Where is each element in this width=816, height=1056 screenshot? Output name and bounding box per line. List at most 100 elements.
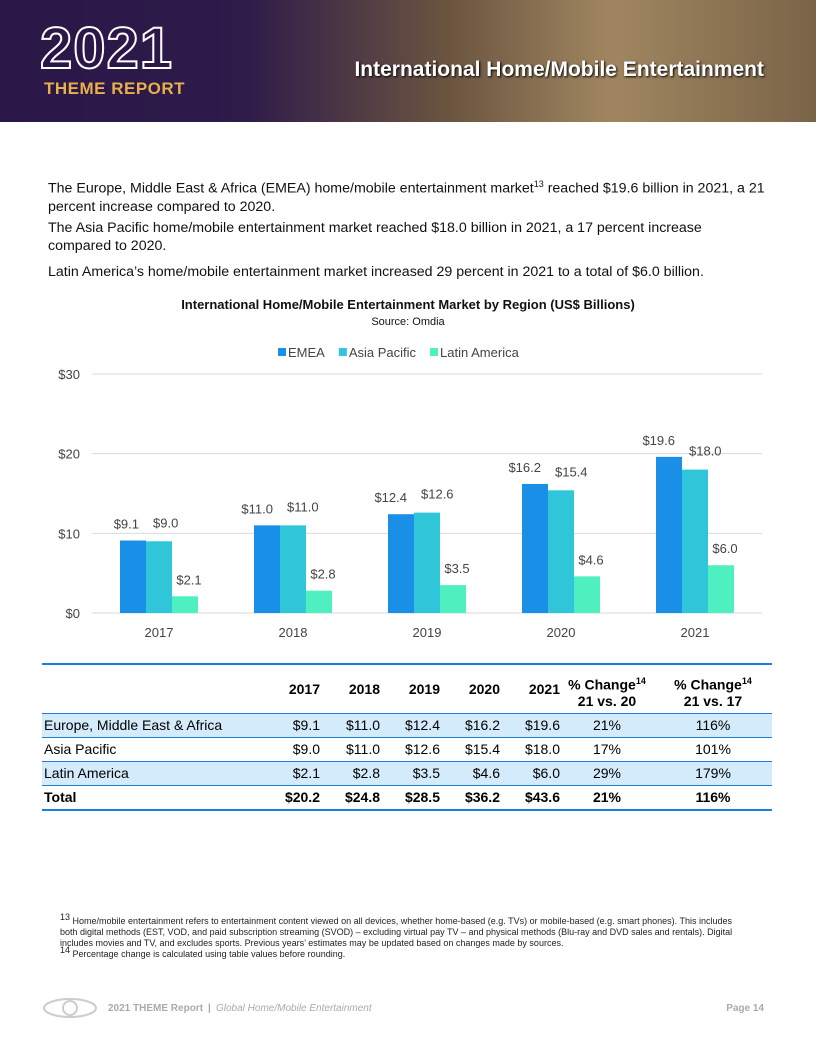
column-header: 2020: [468, 681, 500, 697]
page-title: International Home/Mobile Entertainment: [354, 58, 764, 81]
row-shade: [42, 713, 772, 737]
footer-logo: [43, 998, 97, 1018]
legend-swatch: [278, 348, 286, 356]
table-cell: 101%: [695, 741, 731, 757]
footnote-number: 13: [60, 912, 71, 922]
x-tick-label: 2017: [145, 625, 174, 640]
bar: [522, 483, 548, 613]
x-tick-label: 2020: [547, 625, 576, 640]
data-label: $2.1: [176, 572, 201, 587]
column-header: 2021: [528, 681, 560, 697]
logo-subtitle: THEME REPORT: [44, 79, 186, 98]
table-cell: $43.6: [524, 789, 560, 805]
text: The Asia Pacific home/mobile entertainme…: [48, 220, 702, 254]
legend-label: Asia Pacific: [349, 345, 417, 360]
table-cell: $12.4: [404, 717, 440, 733]
footnote-ref: 13: [533, 179, 544, 189]
y-tick-label: $0: [66, 606, 80, 621]
bar: [414, 512, 440, 613]
data-label: $4.6: [578, 552, 603, 567]
data-label: $9.0: [153, 515, 178, 530]
row-shade: [42, 761, 772, 785]
paragraph: The Asia Pacific home/mobile entertainme…: [48, 219, 768, 255]
table-cell: $36.2: [464, 789, 500, 805]
bar: [574, 576, 600, 613]
table-cell: 21%: [592, 789, 622, 805]
paragraph: Latin America’s home/mobile entertainmen…: [48, 263, 768, 281]
chart-title: International Home/Mobile Entertainment …: [181, 297, 635, 312]
bar: [656, 456, 682, 613]
text: The Europe, Middle East & Africa (EMEA) …: [48, 180, 534, 197]
bar: [548, 490, 574, 613]
chart-subtitle: Source: Omdia: [371, 316, 445, 328]
table-cell: $15.4: [464, 741, 500, 757]
table-cell: 116%: [695, 717, 731, 733]
bar: [146, 541, 172, 613]
paragraph: The Europe, Middle East & Africa (EMEA) …: [48, 175, 768, 216]
table-cell: 17%: [592, 741, 622, 757]
data-label: $11.0: [241, 501, 273, 516]
bar: [682, 469, 708, 613]
table-cell: 29%: [592, 765, 622, 781]
footnote: 14 Percentage change is calculated using…: [60, 945, 750, 960]
table-cell: $11.0: [346, 717, 380, 733]
footnote-number: 14: [60, 945, 71, 955]
column-header: 2018: [348, 681, 380, 697]
header-band: [0, 0, 816, 122]
bar: [120, 540, 146, 613]
table-cell: Total: [44, 789, 77, 805]
footnote-text: Percentage change is calculated using ta…: [72, 949, 346, 959]
row-border: [42, 737, 772, 738]
row-border: [42, 713, 772, 714]
table-cell: $4.6: [472, 765, 500, 781]
table-cell: $2.8: [352, 765, 380, 781]
bar: [306, 590, 332, 613]
table-top-border: [42, 663, 772, 665]
data-label: $6.0: [712, 541, 737, 556]
table-cell: $28.5: [404, 789, 440, 805]
header-text: % Change: [674, 676, 742, 693]
footnote-text: Home/mobile entertainment refers to ente…: [60, 916, 733, 948]
legend-swatch: [338, 348, 347, 356]
chart: International Home/Mobile Entertainment …: [58, 297, 762, 640]
data-label: $19.6: [642, 433, 675, 448]
legend-label: Latin America: [440, 345, 520, 360]
footer: 2021 THEME Report | Global Home/Mobile E…: [42, 997, 772, 1021]
y-tick-label: $30: [58, 367, 80, 382]
table-cell: $12.6: [404, 741, 440, 757]
footer-report: 2021 THEME Report: [108, 1003, 204, 1014]
table-cell: Asia Pacific: [44, 741, 117, 757]
y-tick-label: $20: [58, 447, 80, 462]
legend-swatch: [430, 348, 439, 356]
row-border: [42, 785, 772, 786]
footer-section: Global Home/Mobile Entertainment: [216, 1003, 372, 1014]
logo-year: 2021: [39, 16, 174, 81]
table-cell: $16.2: [464, 717, 500, 733]
data-label: $18.0: [689, 444, 722, 459]
table-cell: $20.2: [284, 789, 320, 805]
table-cell: $18.0: [524, 741, 560, 757]
header-text: 21 vs. 20: [577, 692, 637, 709]
x-tick-label: 2019: [413, 625, 442, 640]
header-text: 21 vs. 17: [683, 692, 743, 709]
table-cell: $6.0: [532, 765, 560, 781]
text: reached $19.6 billion in 2021, a 21 perc…: [48, 180, 765, 215]
table-cell: Latin America: [44, 765, 129, 781]
table-cell: 21%: [592, 717, 622, 733]
table-cell: Europe, Middle East & Africa: [44, 717, 223, 733]
table-cell: 179%: [695, 765, 731, 781]
table-cell: $9.1: [292, 717, 320, 733]
table-cell: $24.8: [344, 789, 380, 805]
legend-label: EMEA: [288, 345, 325, 360]
table-cell: $19.6: [524, 717, 560, 733]
bar: [280, 525, 306, 613]
column-header: 2017: [288, 681, 320, 697]
footnote-ref: 14: [635, 676, 646, 686]
x-tick-label: 2021: [681, 625, 710, 640]
bar: [708, 565, 734, 613]
bar: [440, 585, 466, 613]
table-cell: $11.0: [346, 741, 380, 757]
data-label: $9.1: [114, 517, 139, 532]
data-label: $16.2: [508, 460, 541, 475]
